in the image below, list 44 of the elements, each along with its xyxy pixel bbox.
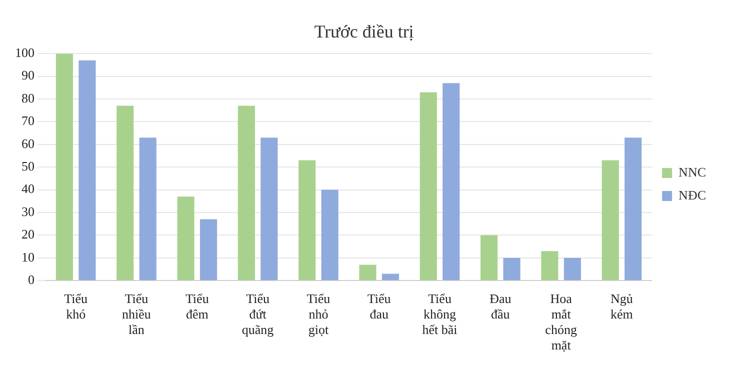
- bar: [564, 258, 581, 280]
- bar: [177, 196, 194, 280]
- legend-label: NĐC: [678, 187, 706, 202]
- y-tick-label: 10: [22, 249, 34, 264]
- x-tick-label: Tiểu đứt quãng: [242, 290, 274, 338]
- x-tick-label: Tiểu nhiều lần: [122, 290, 152, 338]
- x-tick-label: Hoa mắt chóng mặt: [545, 290, 578, 353]
- legend-label: NNC: [678, 164, 706, 180]
- y-tick-label: 60: [22, 136, 34, 151]
- y-tick-label: 50: [22, 158, 34, 174]
- y-tick-label: 30: [22, 204, 34, 219]
- bar: [480, 235, 498, 280]
- x-tick-label: Tiểu không hết bãi: [422, 290, 458, 338]
- bar: [624, 138, 642, 280]
- y-tick-label: 0: [28, 272, 34, 288]
- x-tick-label: Ngủ kém: [610, 290, 634, 322]
- y-tick-label: 100: [15, 45, 34, 60]
- y-tick-label: 20: [22, 226, 34, 242]
- bar: [56, 54, 73, 280]
- bar: [260, 138, 278, 280]
- y-tick-label: 40: [22, 181, 34, 196]
- x-tick-label: Tiểu nhỏ giọt: [306, 290, 331, 338]
- y-tick-label: 80: [22, 90, 34, 106]
- bar: [420, 92, 437, 280]
- bar: [238, 106, 255, 280]
- bar: [442, 83, 460, 280]
- bar: [359, 264, 376, 280]
- bar: [116, 106, 134, 280]
- x-tick-label: Tiểu khó: [64, 290, 88, 322]
- y-tick-label: 70: [22, 113, 34, 128]
- bar: [602, 160, 619, 280]
- bar: [139, 138, 156, 280]
- bar: [541, 251, 558, 280]
- chart-title: Trước điều trị: [314, 22, 414, 42]
- x-tick-label: Đau đầu: [490, 290, 512, 322]
- bar: [78, 60, 96, 280]
- bar: [382, 274, 400, 280]
- x-tick-label: Tiểu đau: [367, 290, 392, 322]
- bar: [298, 160, 316, 280]
- bar: [321, 190, 338, 280]
- bar: [503, 258, 520, 280]
- y-tick-label: 90: [22, 68, 34, 83]
- x-tick-label: Tiểu đêm: [185, 290, 210, 322]
- bar: [200, 219, 218, 280]
